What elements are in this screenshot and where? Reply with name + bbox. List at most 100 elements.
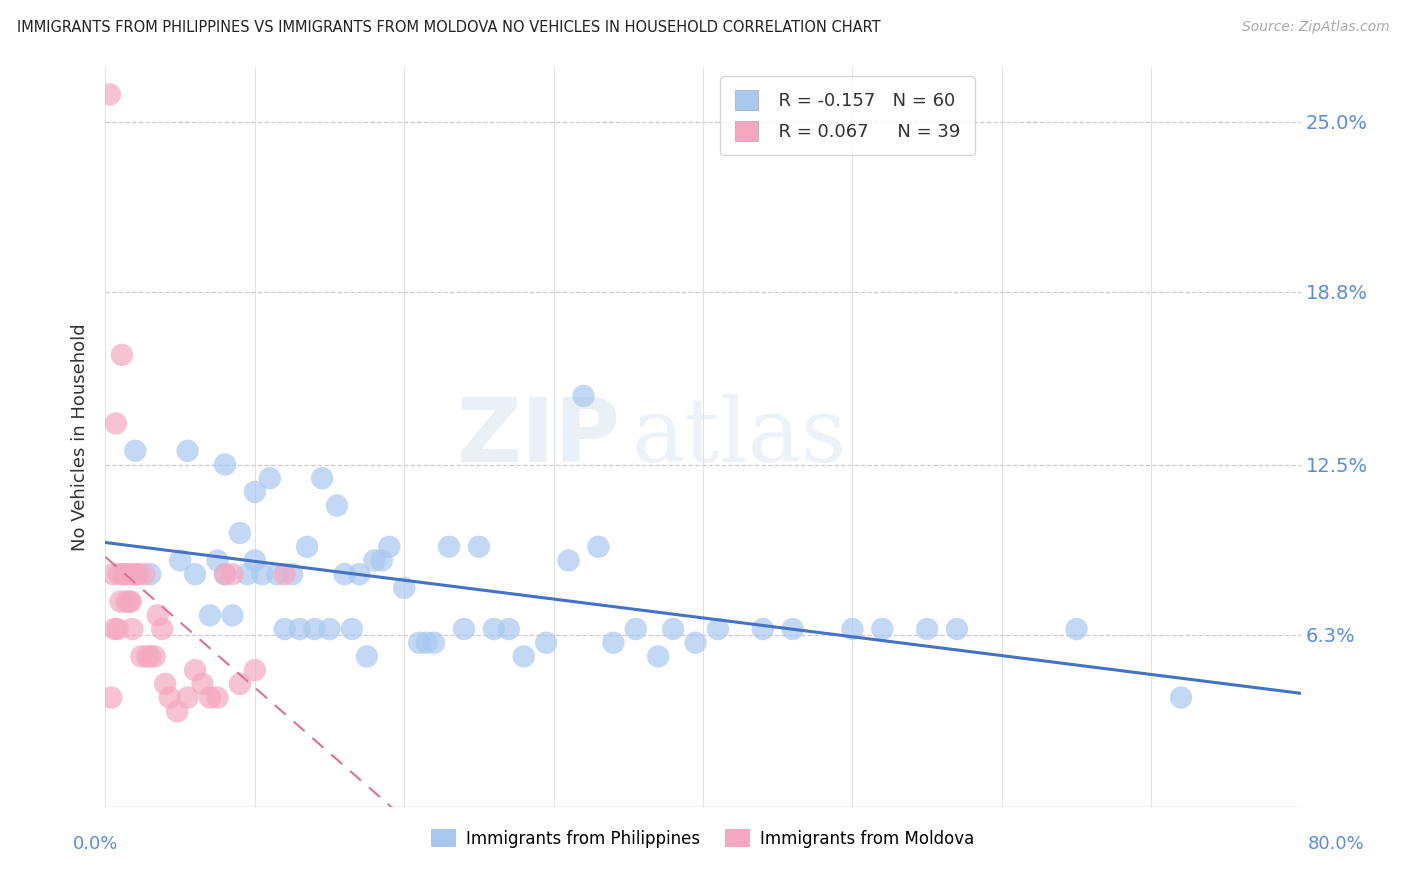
Point xyxy=(1170,690,1192,705)
Point xyxy=(647,649,669,664)
Point xyxy=(588,540,610,554)
Point xyxy=(356,649,378,664)
Point xyxy=(110,594,132,608)
Point xyxy=(107,622,129,636)
Point xyxy=(513,649,536,664)
Point xyxy=(1066,622,1088,636)
Point xyxy=(136,649,159,664)
Point xyxy=(207,553,229,567)
Point xyxy=(122,567,145,582)
Point xyxy=(118,594,141,608)
Point xyxy=(311,471,333,485)
Point xyxy=(423,636,446,650)
Text: Source: ZipAtlas.com: Source: ZipAtlas.com xyxy=(1241,20,1389,34)
Point xyxy=(229,526,252,541)
Point xyxy=(946,622,969,636)
Point xyxy=(159,690,181,705)
Point xyxy=(112,567,135,582)
Y-axis label: No Vehicles in Household: No Vehicles in Household xyxy=(72,323,90,551)
Point xyxy=(371,553,394,567)
Point xyxy=(534,636,557,650)
Point xyxy=(326,499,349,513)
Point xyxy=(184,663,207,677)
Point xyxy=(572,389,595,403)
Point xyxy=(139,567,162,582)
Point xyxy=(100,690,122,705)
Point xyxy=(498,622,520,636)
Point xyxy=(184,567,207,582)
Point xyxy=(134,567,156,582)
Point xyxy=(281,567,304,582)
Point xyxy=(243,663,266,677)
Point xyxy=(340,622,363,636)
Point xyxy=(624,622,647,636)
Point xyxy=(437,540,460,554)
Text: ZIP: ZIP xyxy=(457,393,619,481)
Point xyxy=(114,567,136,582)
Point xyxy=(221,567,243,582)
Point xyxy=(288,622,311,636)
Point xyxy=(101,567,124,582)
Point xyxy=(166,704,188,718)
Point xyxy=(707,622,730,636)
Point xyxy=(915,622,938,636)
Point xyxy=(751,622,773,636)
Point xyxy=(169,553,191,567)
Point xyxy=(243,484,266,499)
Point xyxy=(139,649,162,664)
Point xyxy=(146,608,169,623)
Point xyxy=(124,443,146,458)
Text: 0.0%: 0.0% xyxy=(73,835,118,853)
Point xyxy=(127,567,149,582)
Point xyxy=(304,622,326,636)
Point xyxy=(259,471,281,485)
Point xyxy=(176,690,198,705)
Point xyxy=(229,677,252,691)
Text: 80.0%: 80.0% xyxy=(1308,835,1364,853)
Point xyxy=(191,677,214,691)
Point xyxy=(98,87,121,102)
Point xyxy=(252,567,274,582)
Point xyxy=(273,622,295,636)
Point xyxy=(111,348,134,362)
Point xyxy=(129,649,153,664)
Point xyxy=(150,622,173,636)
Point xyxy=(273,567,295,582)
Text: atlas: atlas xyxy=(631,393,846,481)
Point xyxy=(266,567,288,582)
Point xyxy=(318,622,340,636)
Point xyxy=(453,622,475,636)
Point xyxy=(782,622,804,636)
Point xyxy=(143,649,166,664)
Point xyxy=(468,540,491,554)
Point xyxy=(557,553,579,567)
Point xyxy=(120,594,142,608)
Point xyxy=(214,567,236,582)
Point xyxy=(176,443,198,458)
Point xyxy=(841,622,863,636)
Point xyxy=(103,622,125,636)
Point xyxy=(685,636,707,650)
Point xyxy=(104,417,127,431)
Point xyxy=(115,594,138,608)
Point xyxy=(662,622,685,636)
Point xyxy=(117,567,139,582)
Point xyxy=(333,567,356,582)
Point xyxy=(198,690,221,705)
Point xyxy=(108,567,131,582)
Text: IMMIGRANTS FROM PHILIPPINES VS IMMIGRANTS FROM MOLDOVA NO VEHICLES IN HOUSEHOLD : IMMIGRANTS FROM PHILIPPINES VS IMMIGRANT… xyxy=(17,20,880,35)
Point xyxy=(207,690,229,705)
Point xyxy=(602,636,624,650)
Legend: Immigrants from Philippines, Immigrants from Moldova: Immigrants from Philippines, Immigrants … xyxy=(425,822,981,855)
Point xyxy=(363,553,385,567)
Point xyxy=(198,608,221,623)
Point xyxy=(394,581,416,595)
Point xyxy=(214,458,236,472)
Point xyxy=(214,567,236,582)
Point xyxy=(349,567,371,582)
Point xyxy=(124,567,146,582)
Point xyxy=(243,553,266,567)
Point xyxy=(415,636,437,650)
Point xyxy=(236,567,259,582)
Point xyxy=(295,540,318,554)
